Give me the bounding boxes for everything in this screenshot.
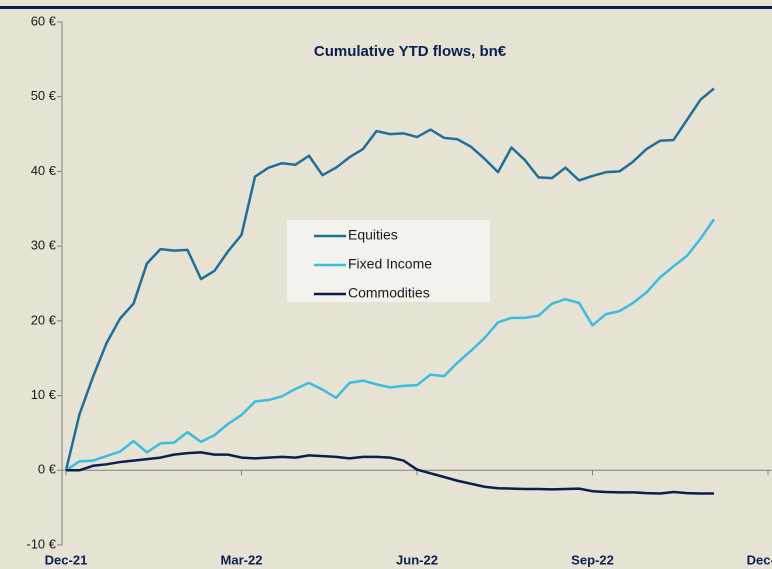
y-tick-label: 50 € (31, 88, 57, 103)
x-tick-label: Jun-22 (396, 552, 438, 567)
legend-label: Equities (348, 227, 398, 243)
series-line (66, 451, 714, 495)
y-tick-label: 30 € (31, 238, 57, 253)
y-tick-label: 10 € (31, 387, 57, 402)
top-rule (0, 6, 772, 9)
y-tick-label: 40 € (31, 163, 57, 178)
x-tick-label: Sep-22 (571, 552, 614, 567)
x-tick-label: Dec-22 (747, 552, 772, 567)
series-line (65, 218, 716, 472)
x-tick-label: Dec-21 (45, 552, 88, 567)
y-tick-label: -10 € (26, 536, 56, 551)
series-line (64, 87, 715, 471)
legend-label: Fixed Income (348, 256, 432, 272)
chart-title: Cumulative YTD flows, bn€ (314, 43, 507, 60)
legend-label: Commodities (348, 285, 430, 301)
x-tick-label: Mar-22 (221, 552, 263, 567)
y-tick-label: 60 € (31, 13, 57, 28)
y-tick-label: 20 € (31, 312, 57, 327)
legend (287, 220, 490, 302)
y-tick-label: 0 € (38, 462, 57, 477)
